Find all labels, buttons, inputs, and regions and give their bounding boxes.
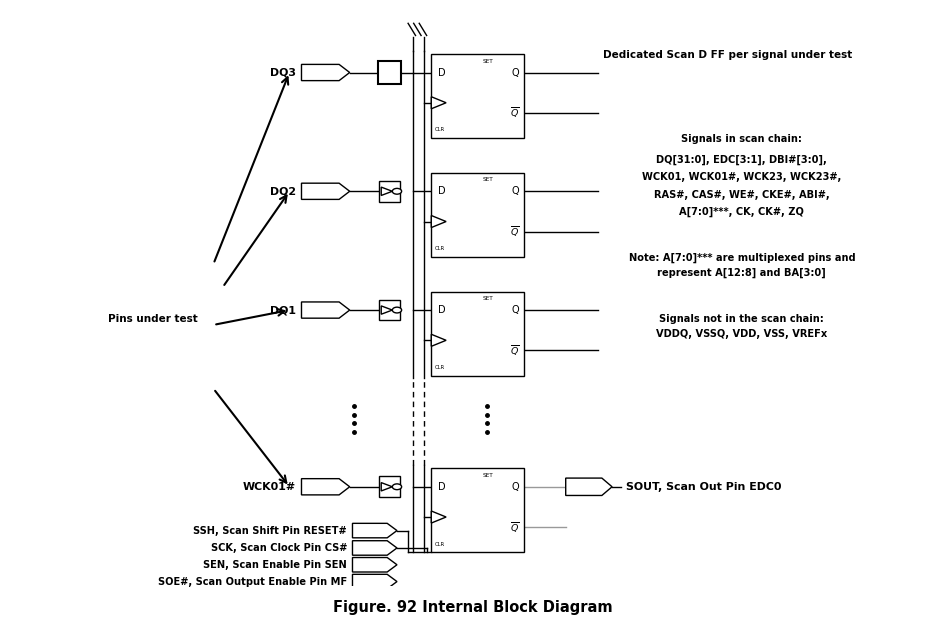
Text: Figure. 92 Internal Block Diagram: Figure. 92 Internal Block Diagram [333,600,613,615]
Polygon shape [381,187,393,196]
Text: SET: SET [482,178,493,183]
Polygon shape [353,558,397,572]
Text: $\overline{Q}$: $\overline{Q}$ [510,520,519,535]
Circle shape [393,307,402,313]
Text: Q: Q [512,482,519,492]
Text: D: D [438,186,446,196]
Bar [378,61,401,84]
Text: Signals not in the scan chain:: Signals not in the scan chain: [659,314,824,324]
Polygon shape [566,478,612,495]
Text: represent A[12:8] and BA[3:0]: represent A[12:8] and BA[3:0] [657,268,826,278]
Text: Note: A[7:0]*** are multiplexed pins and: Note: A[7:0]*** are multiplexed pins and [628,253,855,264]
Text: CLR: CLR [435,127,446,132]
Circle shape [393,484,402,490]
Polygon shape [302,478,350,495]
Polygon shape [353,574,397,589]
Text: SCK, Scan Clock Pin CS#: SCK, Scan Clock Pin CS# [211,543,347,553]
Polygon shape [431,511,447,523]
Polygon shape [431,97,447,109]
Text: SET: SET [482,59,493,64]
Polygon shape [381,306,393,314]
Text: DQ2: DQ2 [270,186,296,196]
Polygon shape [302,64,350,80]
Bar [431,292,524,376]
Polygon shape [353,541,397,555]
Text: DQ1: DQ1 [270,305,296,315]
Polygon shape [302,302,350,318]
Text: A[7:0]***, CK, CK#, ZQ: A[7:0]***, CK, CK#, ZQ [679,207,804,217]
Circle shape [393,188,402,194]
Text: CLR: CLR [435,246,446,251]
Polygon shape [381,483,393,491]
Text: Pins under test: Pins under test [108,314,198,324]
Bar [431,54,524,138]
Text: SEN, Scan Enable Pin SEN: SEN, Scan Enable Pin SEN [203,559,347,570]
Polygon shape [302,183,350,199]
Bar [431,468,524,553]
Text: RAS#, CAS#, WE#, CKE#, ABI#,: RAS#, CAS#, WE#, CKE#, ABI#, [654,189,830,199]
Text: SET: SET [482,296,493,301]
Text: VDDQ, VSSQ, VDD, VSS, VREFx: VDDQ, VSSQ, VDD, VSS, VREFx [657,328,828,338]
Text: $\overline{Q}$: $\overline{Q}$ [510,105,519,120]
Text: WCK01#: WCK01# [243,482,296,492]
Bar [379,300,400,320]
Text: CLR: CLR [435,541,446,546]
Bar [431,173,524,257]
Text: SOUT, Scan Out Pin EDC0: SOUT, Scan Out Pin EDC0 [626,482,781,492]
Text: SET: SET [482,473,493,478]
Text: WCK01, WCK01#, WCK23, WCK23#,: WCK01, WCK01#, WCK23, WCK23#, [642,172,842,182]
Text: D: D [438,67,446,77]
Text: DQ[31:0], EDC[3:1], DBI#[3:0],: DQ[31:0], EDC[3:1], DBI#[3:0], [657,155,827,165]
Text: Dedicated Scan D FF per signal under test: Dedicated Scan D FF per signal under tes… [603,50,852,60]
Bar [379,181,400,202]
Text: Q: Q [512,186,519,196]
Text: $\overline{Q}$: $\overline{Q}$ [510,343,519,358]
Text: DQ3: DQ3 [270,67,296,77]
Text: Q: Q [512,305,519,315]
Polygon shape [431,216,447,227]
Polygon shape [431,335,447,346]
Polygon shape [353,523,397,538]
Bar [379,477,400,497]
Text: CLR: CLR [435,365,446,370]
Text: Q: Q [512,67,519,77]
Text: SSH, Scan Shift Pin RESET#: SSH, Scan Shift Pin RESET# [193,526,347,536]
Text: SOE#, Scan Output Enable Pin MF: SOE#, Scan Output Enable Pin MF [158,576,347,587]
Text: Signals in scan chain:: Signals in scan chain: [681,135,802,145]
Text: D: D [438,305,446,315]
Text: D: D [438,482,446,492]
Text: $\overline{Q}$: $\overline{Q}$ [510,224,519,239]
